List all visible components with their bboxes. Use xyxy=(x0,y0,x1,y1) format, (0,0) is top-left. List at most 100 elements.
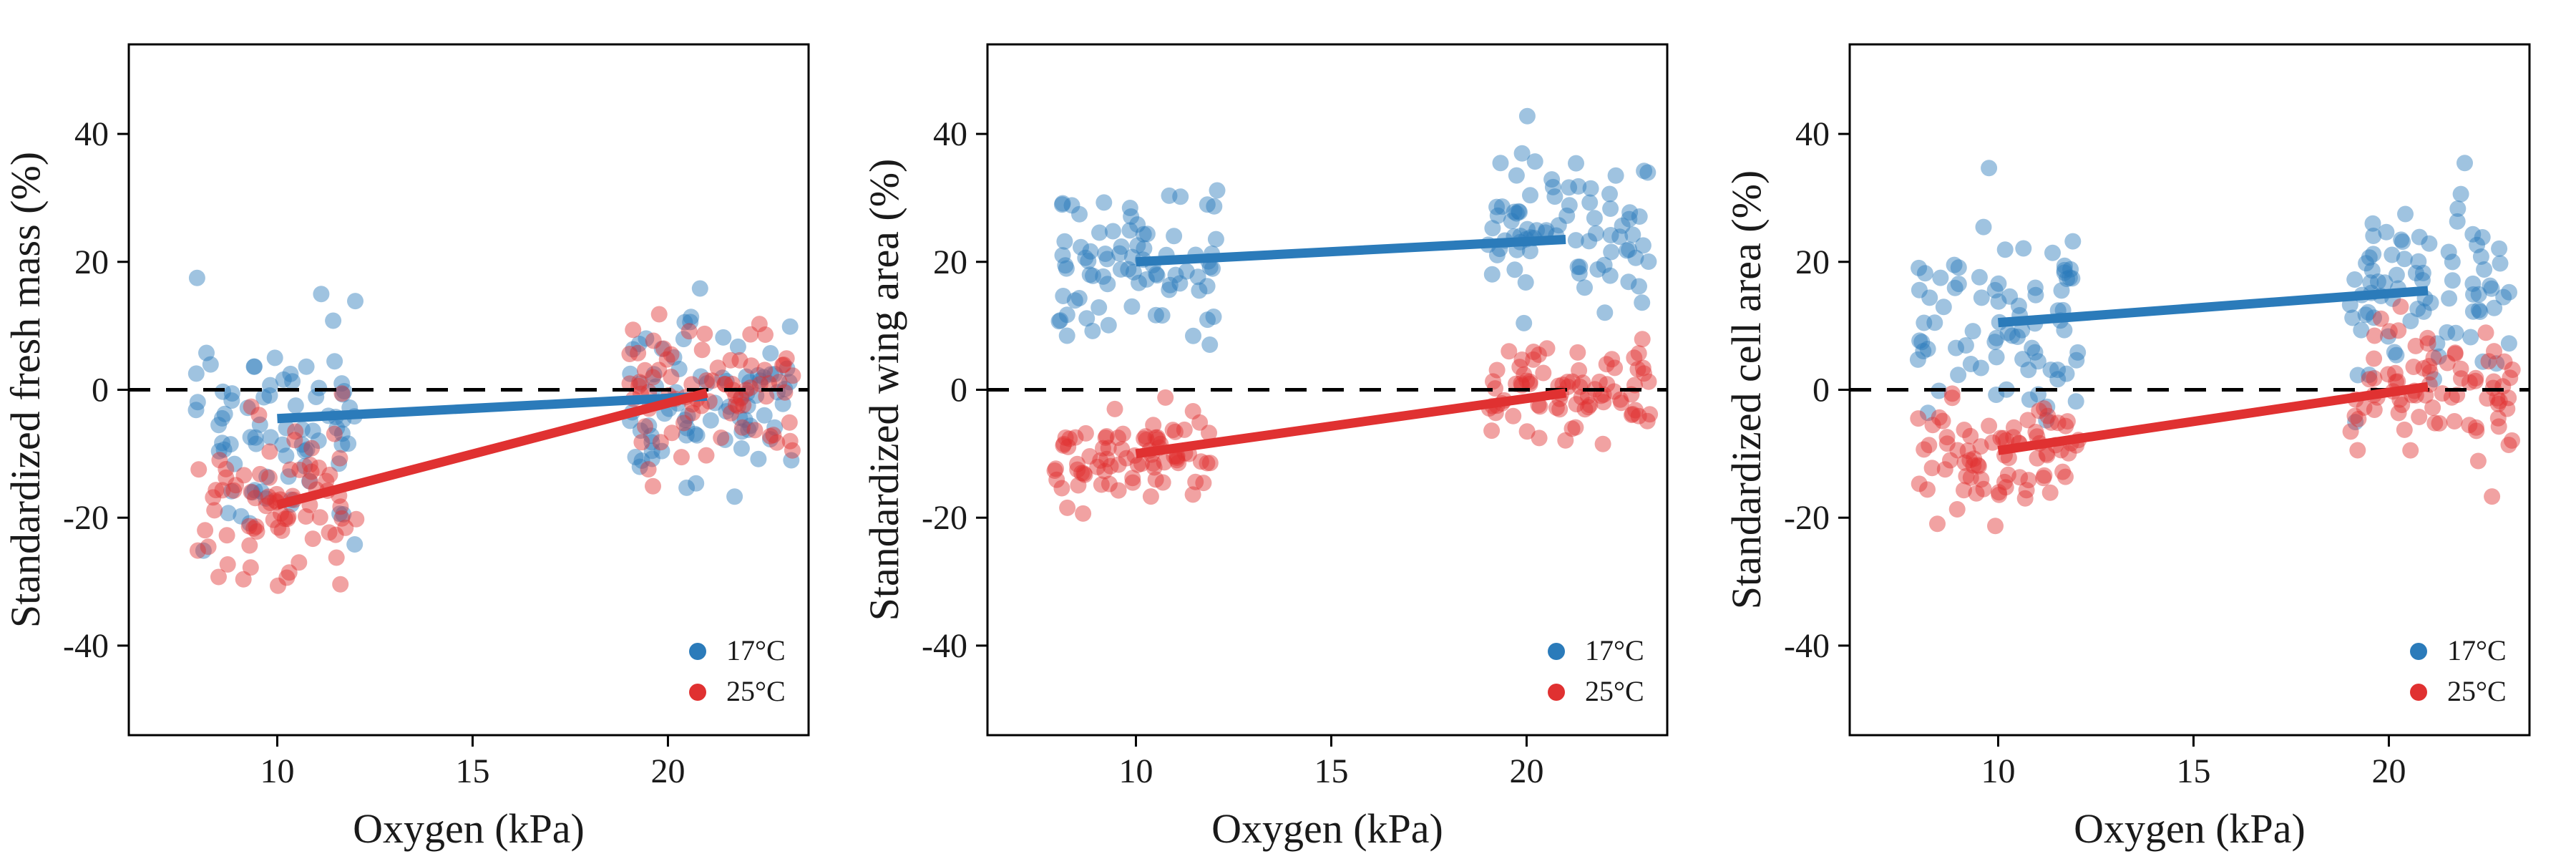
data-point-17c xyxy=(1508,167,1525,184)
data-point-17c xyxy=(2486,299,2503,316)
data-point-25c xyxy=(1516,366,1533,383)
data-point-25c xyxy=(698,447,715,464)
data-point-17c xyxy=(1981,160,1998,177)
data-point-17c xyxy=(1558,207,1576,224)
data-point-17c xyxy=(223,392,240,409)
data-point-25c xyxy=(644,369,661,386)
data-point-25c xyxy=(1919,481,1936,498)
data-point-17c xyxy=(198,344,215,361)
data-point-17c xyxy=(781,318,799,335)
data-point-25c xyxy=(1156,454,1173,471)
data-point-17c xyxy=(1098,251,1116,268)
data-point-17c xyxy=(2344,309,2361,326)
data-point-17c xyxy=(1519,220,1536,238)
data-point-25c xyxy=(1938,435,1956,452)
data-point-25c xyxy=(1942,452,1958,469)
data-point-17c xyxy=(1913,334,1931,351)
data-point-17c xyxy=(2407,265,2424,281)
data-point-17c xyxy=(2415,303,2432,320)
data-point-25c xyxy=(1581,397,1599,414)
data-point-25c xyxy=(273,522,291,539)
data-point-25c xyxy=(1485,373,1501,390)
data-point-17c xyxy=(274,436,291,453)
data-point-25c xyxy=(327,526,344,543)
data-point-17c xyxy=(1488,246,1506,263)
data-point-25c xyxy=(2372,310,2389,327)
data-point-25c xyxy=(1535,364,1552,382)
data-point-25c xyxy=(301,472,318,490)
data-point-17c xyxy=(714,369,731,387)
data-point-25c xyxy=(2490,418,2507,435)
data-point-25c xyxy=(630,344,647,361)
data-point-25c xyxy=(1970,457,1987,475)
data-point-25c xyxy=(2453,370,2469,387)
data-point-17c xyxy=(766,419,784,436)
data-point-17c xyxy=(2064,270,2081,287)
data-point-25c xyxy=(650,361,668,379)
data-point-25c xyxy=(1525,344,1542,360)
data-point-17c xyxy=(1078,310,1096,327)
data-point-17c xyxy=(1935,299,1952,316)
data-point-25c xyxy=(738,382,755,399)
x-tick-label: 20 xyxy=(650,752,685,790)
data-point-25c xyxy=(1146,459,1163,476)
data-point-25c xyxy=(1164,422,1181,439)
data-point-25c xyxy=(1201,424,1217,442)
data-point-17c xyxy=(1121,200,1138,216)
data-point-25c xyxy=(1990,484,2007,501)
data-point-25c xyxy=(218,527,235,544)
data-point-17c xyxy=(1073,238,1089,256)
data-point-17c xyxy=(1199,278,1216,295)
data-point-25c xyxy=(321,466,338,483)
data-point-17c xyxy=(326,353,343,370)
data-point-25c xyxy=(1097,430,1114,446)
data-point-25c xyxy=(1571,361,1588,379)
data-point-17c xyxy=(2452,185,2469,203)
legend-label-17c: 17°C xyxy=(726,634,786,666)
data-point-17c xyxy=(2014,351,2031,368)
data-point-25c xyxy=(1961,452,1979,469)
data-point-25c xyxy=(265,511,282,528)
data-point-25c xyxy=(1147,429,1164,446)
data-point-25c xyxy=(2043,414,2059,431)
data-point-17c xyxy=(1161,187,1178,204)
data-point-25c xyxy=(1965,457,1982,474)
data-point-25c xyxy=(331,450,348,467)
data-point-25c xyxy=(1929,515,1946,533)
data-point-17c xyxy=(1113,238,1130,255)
x-tick-label: 15 xyxy=(1314,752,1348,790)
data-point-17c xyxy=(645,366,663,383)
data-point-25c xyxy=(260,488,277,505)
data-point-25c xyxy=(1634,359,1652,377)
data-point-17c xyxy=(1121,222,1138,239)
data-point-25c xyxy=(2426,414,2444,432)
data-point-17c xyxy=(762,366,779,383)
data-point-17c xyxy=(2464,275,2482,292)
data-point-25c xyxy=(1604,351,1621,368)
data-point-25c xyxy=(1070,477,1087,494)
data-point-25c xyxy=(245,520,263,537)
data-point-17c xyxy=(1201,258,1219,276)
data-point-17c xyxy=(1990,275,2007,292)
data-point-25c xyxy=(2390,404,2407,422)
data-point-25c xyxy=(1999,466,2016,483)
data-point-25c xyxy=(2390,322,2407,339)
data-point-17c xyxy=(1104,223,1121,240)
data-point-25c xyxy=(735,397,752,414)
data-point-25c xyxy=(784,367,801,384)
data-point-17c xyxy=(1052,312,1069,329)
data-point-25c xyxy=(2031,402,2048,419)
data-point-17c xyxy=(683,309,700,326)
data-point-17c xyxy=(1095,268,1112,285)
data-point-17c xyxy=(1503,213,1520,230)
data-point-17c xyxy=(1607,167,1624,184)
data-point-25c xyxy=(1101,475,1118,492)
data-point-25c xyxy=(2421,358,2438,374)
data-point-25c xyxy=(778,350,795,367)
data-point-17c xyxy=(328,419,346,437)
data-point-25c xyxy=(1911,475,1928,492)
data-point-17c xyxy=(298,358,315,375)
data-point-25c xyxy=(1089,458,1106,475)
data-point-17c xyxy=(215,441,233,458)
data-point-25c xyxy=(1053,480,1070,497)
